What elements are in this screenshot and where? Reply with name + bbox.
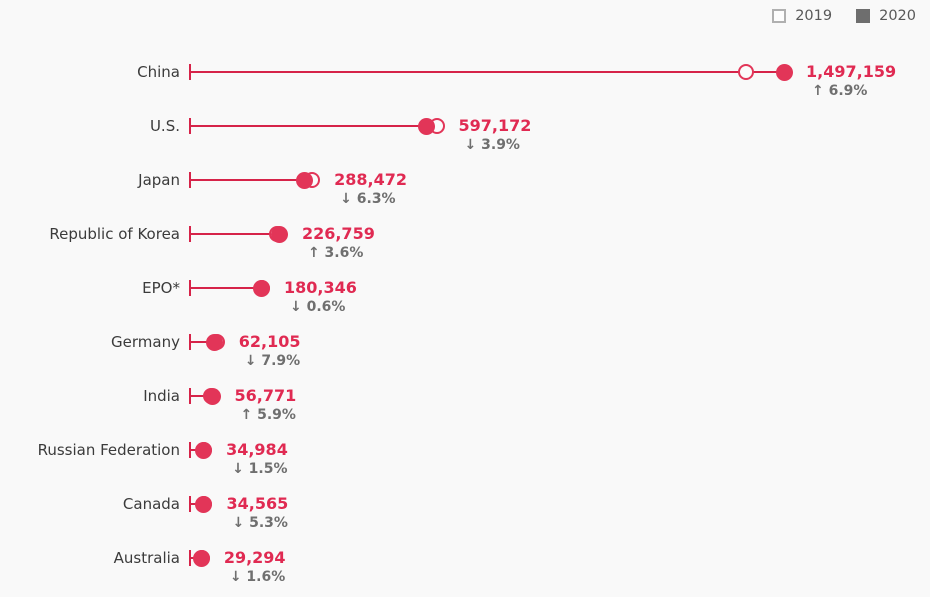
country-label: Germany — [111, 333, 180, 351]
country-label: Canada — [122, 495, 180, 513]
value-label: 597,172 — [458, 116, 532, 135]
legend-item-2019[interactable]: 2019 — [772, 8, 832, 24]
dot-2020 — [418, 117, 436, 135]
dot-2020 — [271, 225, 289, 243]
legend-swatch-2019-open-square-icon — [772, 9, 787, 23]
country-label: U.S. — [149, 117, 180, 135]
country-label: India — [143, 387, 180, 405]
stem-line — [190, 341, 217, 343]
dot-2020 — [206, 333, 224, 351]
value-label: 288,472 — [334, 170, 408, 189]
dot-2020 — [193, 549, 211, 567]
legend-swatch-2020-filled-square-icon — [856, 9, 871, 23]
change-label: ↑ 6.9% — [812, 83, 868, 99]
change-label: ↓ 1.5% — [232, 461, 288, 477]
change-label: ↓ 1.6% — [229, 569, 286, 585]
change-label: ↓ 7.9% — [244, 353, 301, 369]
country-label: EPO* — [142, 279, 180, 297]
country-label: Russian Federation — [37, 441, 180, 459]
dot-2020 — [253, 279, 271, 297]
stem-line — [190, 179, 313, 181]
country-label: Australia — [113, 549, 180, 567]
stem-line — [190, 395, 213, 397]
dot-2020 — [204, 387, 222, 405]
value-label: 226,759 — [301, 224, 375, 243]
dot-2020 — [775, 63, 793, 81]
value-label: 56,771 — [234, 386, 297, 405]
value-label: 34,984 — [226, 440, 288, 459]
stem-line — [190, 233, 280, 235]
dot-2020 — [195, 495, 213, 513]
country-label: Republic of Korea — [49, 225, 180, 243]
value-label: 1,497,159 — [806, 62, 897, 81]
change-label: ↓ 3.9% — [464, 137, 520, 153]
dot-2020 — [195, 441, 213, 459]
value-label: 29,294 — [223, 548, 286, 567]
change-label: ↑ 3.6% — [307, 245, 364, 261]
legend-label-2020: 2020 — [879, 8, 916, 24]
dot-2020 — [295, 171, 313, 189]
value-label: 34,565 — [226, 494, 289, 513]
stem-line — [190, 71, 784, 73]
country-label: Japan — [138, 171, 180, 189]
legend-item-2020[interactable]: 2020 — [856, 8, 916, 24]
legend: 2019 2020 — [772, 8, 916, 24]
country-label: China — [137, 63, 180, 81]
stem-line — [190, 125, 437, 127]
legend-label-2019: 2019 — [795, 8, 833, 24]
dot-2019 — [737, 64, 754, 80]
value-label: 180,346 — [283, 278, 357, 297]
change-label: ↓ 0.6% — [289, 299, 346, 315]
change-label: ↓ 6.3% — [340, 191, 396, 207]
stem-line — [190, 287, 262, 289]
value-label: 62,105 — [238, 332, 301, 351]
change-label: ↓ 5.3% — [232, 515, 288, 531]
change-label: ↑ 5.9% — [240, 407, 296, 423]
